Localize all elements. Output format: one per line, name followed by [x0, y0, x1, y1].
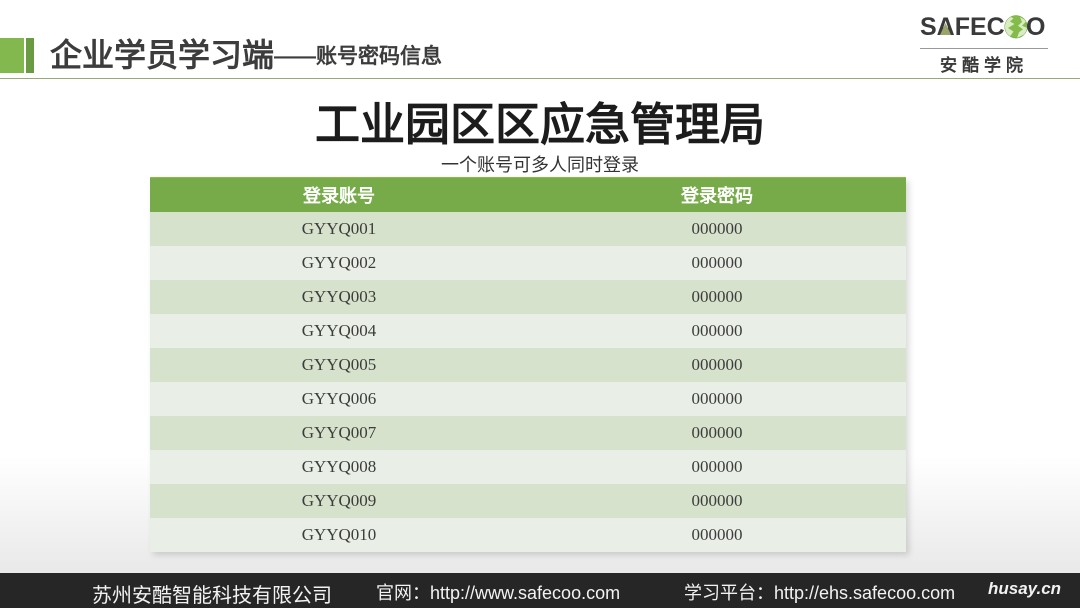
svg-text:SAFEC: SAFEC [920, 13, 1005, 41]
svg-text:O: O [1026, 13, 1045, 41]
